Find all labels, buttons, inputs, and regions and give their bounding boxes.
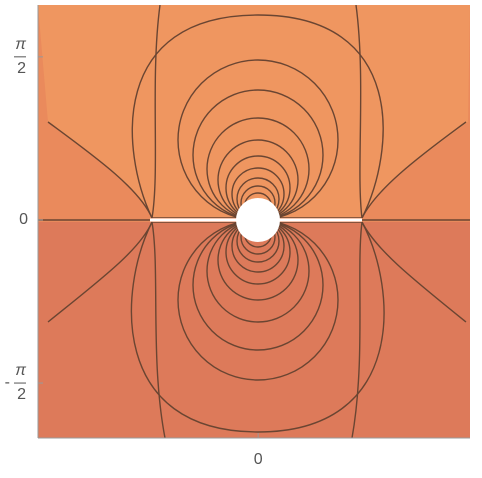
contour — [151, 221, 166, 438]
contour — [47, 121, 153, 219]
x-tick-label: 0 — [254, 451, 263, 468]
region — [362, 5, 470, 218]
contour-plot — [38, 5, 470, 438]
contour — [151, 5, 161, 219]
contour — [131, 14, 384, 219]
hole — [236, 198, 280, 242]
denominator: 2 — [17, 386, 26, 403]
sign: - — [5, 374, 10, 391]
contour — [47, 221, 153, 323]
denominator: 2 — [17, 60, 26, 77]
numerator: π — [15, 36, 26, 53]
contour — [351, 221, 363, 438]
contour — [130, 221, 385, 433]
region — [38, 220, 470, 438]
region — [38, 5, 152, 218]
contour — [361, 121, 467, 219]
contour — [355, 5, 363, 219]
y-tick-label: -π 2 — [5, 362, 27, 403]
y-tick-label: 0 — [19, 211, 28, 228]
contour — [361, 221, 467, 323]
numerator: π — [15, 362, 26, 379]
